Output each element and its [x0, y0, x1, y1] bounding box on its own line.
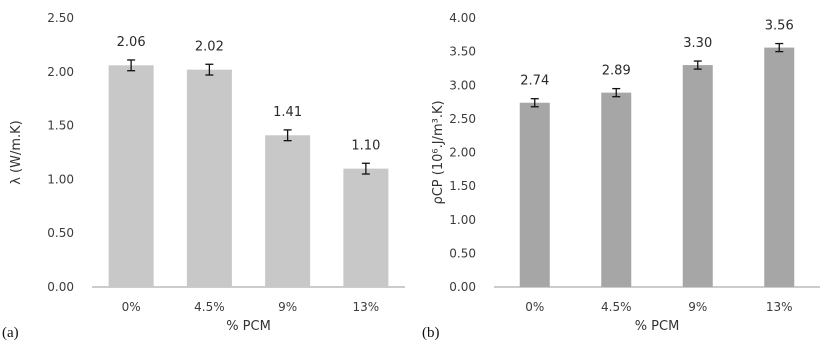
y-tick-label: 0.50: [449, 246, 476, 260]
data-label: 3.56: [765, 19, 794, 34]
chart-panel-b: 0.00 0.50 1.00 1.50 2.00 2.50 3.00 3.50 4.00 2.74…: [420, 0, 825, 345]
y-tick-label: 1.50: [47, 119, 74, 133]
bar: [601, 92, 632, 288]
chart-a-svg: 0.00 0.50 1.00 1.50 2.00 2.50 2.06 0% 2.02 4.5% 1.…: [2, 11, 405, 341]
data-label: 3.30: [683, 36, 712, 51]
y-tick-label: 1.00: [47, 172, 74, 186]
y-axis-label: ρCP (10⁶.J/m³.K): [431, 100, 446, 204]
bar: [682, 65, 713, 287]
y-tick-label: 2.00: [449, 146, 476, 160]
bar: [186, 69, 232, 287]
y-tick-label: 3.50: [449, 45, 476, 59]
bar: [108, 65, 154, 288]
x-tick-label: 9%: [688, 300, 707, 314]
y-tick-label: 2.50: [47, 11, 74, 25]
x-tick-label: 9%: [278, 300, 297, 314]
x-tick-label: 4.5%: [601, 300, 632, 314]
x-tick-label: 0%: [525, 300, 544, 314]
y-tick-label: 1.50: [449, 179, 476, 193]
chart-b-svg: 0.00 0.50 1.00 1.50 2.00 2.50 3.00 3.50 4.00 2.74…: [422, 11, 820, 341]
x-axis-label: % PCM: [226, 319, 271, 334]
data-label: 2.02: [195, 39, 224, 54]
y-tick-label: 1.00: [449, 213, 476, 227]
y-tick-label: 4.00: [449, 11, 476, 25]
bar: [265, 135, 311, 287]
chart-panel-a: 0.00 0.50 1.00 1.50 2.00 2.50 2.06 0% 2.02 4.5% 1.…: [0, 0, 410, 345]
data-label: 1.10: [351, 138, 380, 153]
y-axis-label: λ (W/m.K): [9, 120, 24, 185]
bar: [519, 102, 550, 287]
x-tick-label: 13%: [353, 300, 380, 314]
data-label: 2.89: [602, 64, 631, 79]
x-tick-label: 0%: [122, 300, 141, 314]
x-axis-label: % PCM: [635, 319, 680, 334]
bar: [764, 47, 795, 288]
panel-label: (b): [422, 325, 440, 341]
x-tick-label: 4.5%: [194, 300, 225, 314]
data-label: 2.06: [117, 35, 146, 50]
bar: [343, 168, 389, 287]
y-tick-label: 3.00: [449, 78, 476, 92]
y-tick-label: 2.00: [47, 65, 74, 79]
data-label: 2.74: [520, 74, 549, 89]
data-label: 1.41: [273, 105, 302, 120]
y-tick-label: 2.50: [449, 112, 476, 126]
y-tick-label: 0.50: [47, 226, 74, 240]
panel-label: (a): [2, 325, 19, 341]
y-tick-label: 0.00: [47, 280, 74, 294]
y-tick-label: 0.00: [449, 280, 476, 294]
x-tick-label: 13%: [766, 300, 793, 314]
